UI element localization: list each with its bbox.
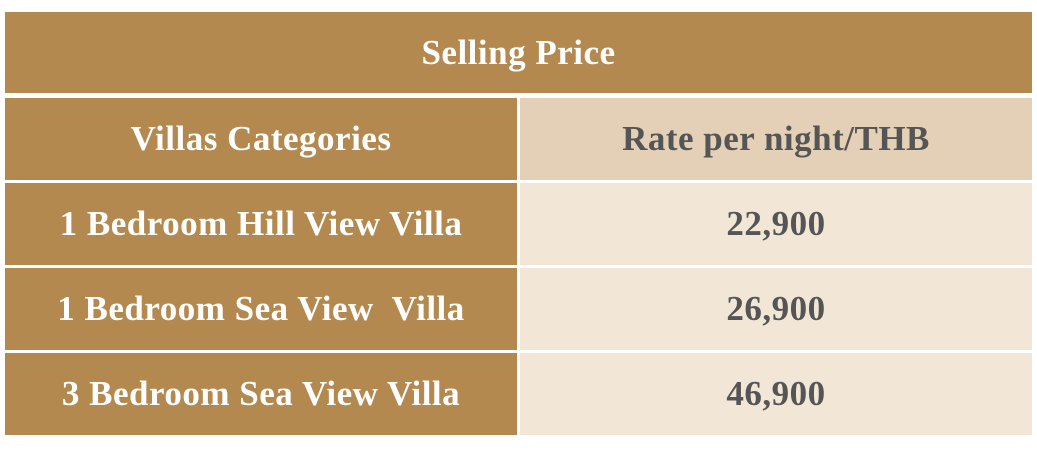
- category-cell: 1 Bedroom Hill View Villa: [5, 183, 517, 265]
- category-cell: 1 Bedroom Sea View Villa: [5, 268, 517, 350]
- category-cell: 3 Bedroom Sea View Villa: [5, 353, 517, 435]
- table-title: Selling Price: [5, 12, 1032, 93]
- column-header: Rate per night/THB: [520, 98, 1032, 180]
- rate-cell: 26,900: [520, 268, 1032, 350]
- column-header: Villas Categories: [5, 98, 517, 180]
- rate-cell: 46,900: [520, 353, 1032, 435]
- rate-cell: 22,900: [520, 183, 1032, 265]
